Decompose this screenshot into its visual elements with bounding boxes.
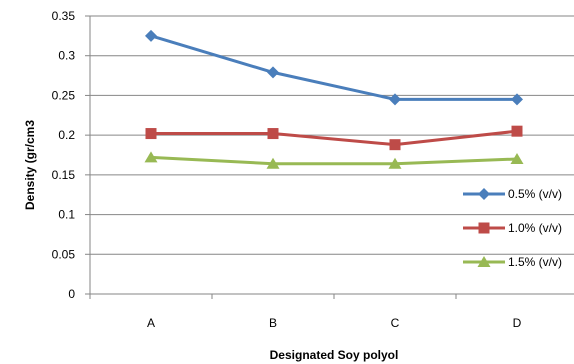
y-tick-label: 0.2 (58, 128, 75, 142)
y-tick-label: 0.05 (52, 247, 76, 261)
x-axis-title: Designated Soy polyol (270, 348, 399, 362)
x-tick-label: D (513, 316, 522, 330)
data-point (267, 128, 279, 140)
y-tick-label: 0.3 (58, 49, 75, 63)
data-point (145, 29, 157, 42)
data-point (389, 139, 401, 151)
data-point (388, 157, 402, 169)
x-tick-label: A (147, 316, 155, 330)
series-2 (145, 125, 523, 151)
tick-labels: 0 0.05 0.1 0.15 0.2 0.25 0.3 0.35 A B C D (52, 9, 522, 330)
data-point (389, 93, 401, 106)
legend-label: 1.0% (v/v) (508, 221, 562, 235)
x-tick-label: C (391, 316, 400, 330)
y-tick-label: 0.15 (52, 168, 76, 182)
data-point (511, 93, 523, 106)
legend-item: 1.5% (v/v) (463, 255, 562, 269)
series-3 (144, 151, 524, 169)
chart-axes (85, 15, 574, 299)
x-tick-label: B (269, 316, 277, 330)
y-tick-label: 0.25 (52, 88, 76, 102)
data-point (511, 125, 523, 137)
y-axis-title: Density (gr/cm3 (23, 120, 37, 210)
legend-marker (477, 256, 491, 267)
data-point (510, 152, 524, 164)
y-tick-label: 0.35 (52, 9, 76, 23)
legend-item: 0.5% (v/v) (463, 187, 562, 201)
grid-lines (90, 15, 574, 255)
legend-item: 1.0% (v/v) (463, 221, 562, 235)
series-group (144, 29, 524, 169)
chart-legend: 0.5% (v/v) 1.0% (v/v) 1.5% (v/v) (463, 187, 562, 269)
legend-marker (478, 188, 490, 200)
data-point (266, 157, 280, 169)
data-point (267, 66, 279, 79)
y-tick-label: 0 (68, 287, 75, 301)
series-line (150, 34, 517, 101)
series-1 (145, 29, 523, 106)
legend-marker (478, 222, 490, 234)
y-tick-label: 0.1 (58, 208, 75, 222)
legend-label: 1.5% (v/v) (508, 255, 562, 269)
series-line (150, 155, 518, 166)
data-point (144, 151, 158, 163)
series-line (151, 129, 518, 147)
data-point (145, 128, 157, 140)
legend-label: 0.5% (v/v) (508, 187, 562, 201)
